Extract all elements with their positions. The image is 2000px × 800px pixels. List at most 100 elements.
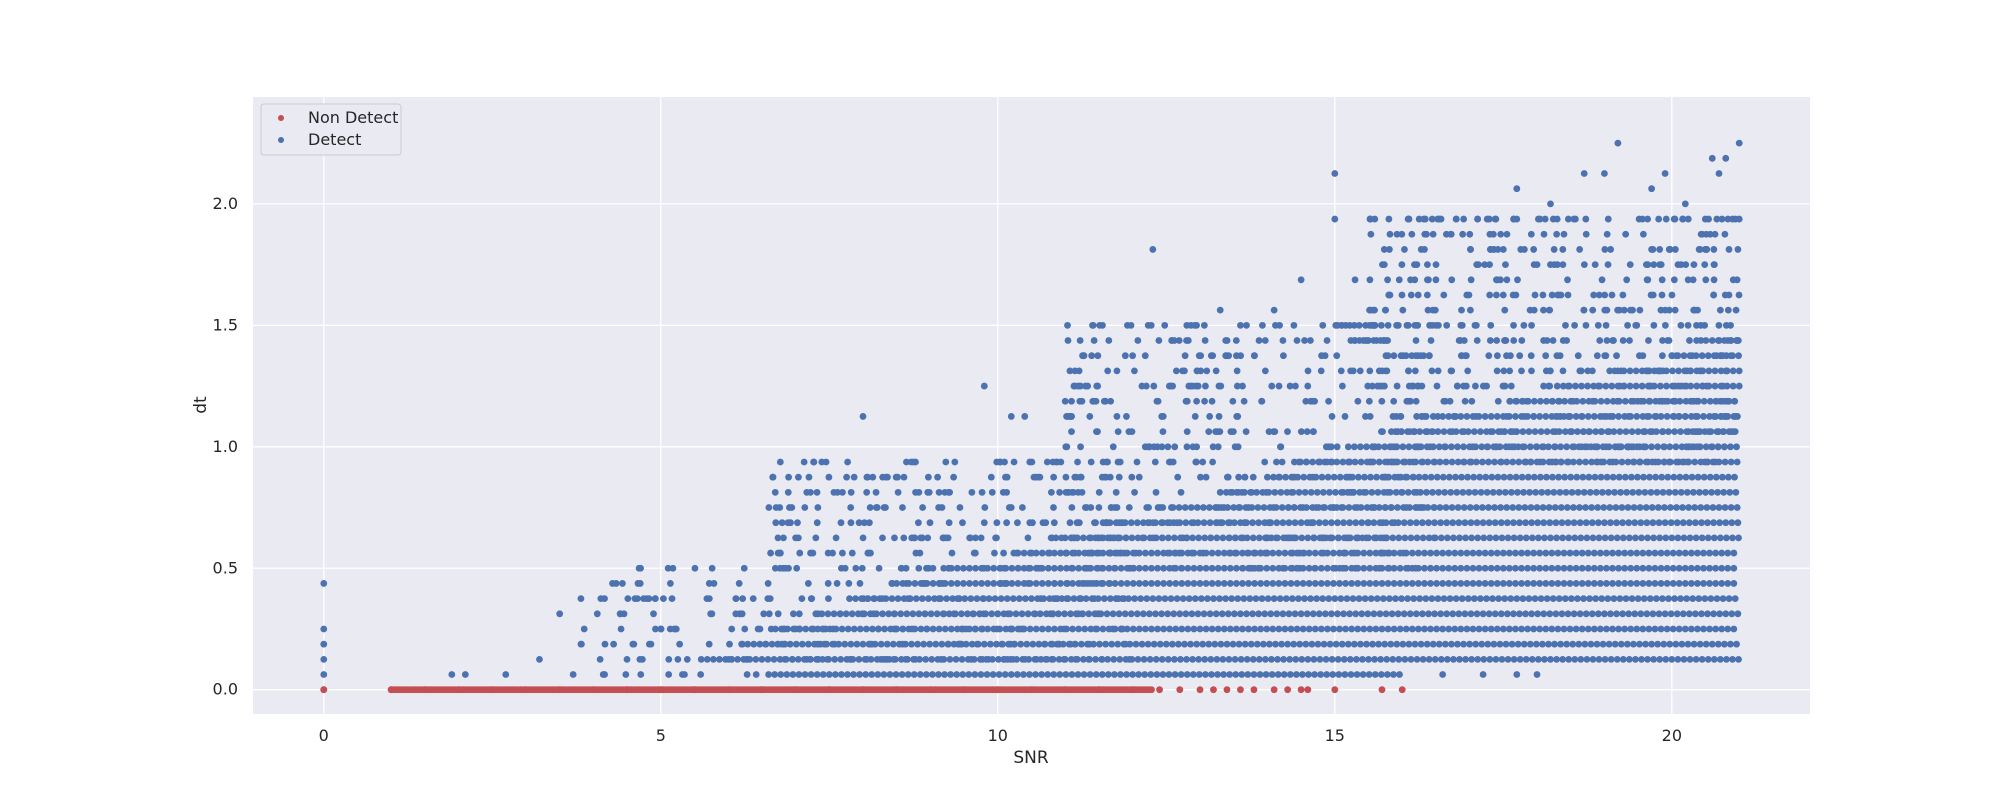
detect-point (1092, 625, 1099, 633)
detect-point (1084, 580, 1092, 587)
detect-point (972, 534, 979, 542)
detect-point (1717, 413, 1725, 420)
detect-point (1470, 473, 1478, 481)
detect-point (1487, 625, 1495, 633)
detect-point (1524, 549, 1531, 557)
detect-point (1412, 337, 1420, 344)
detect-point (1205, 428, 1213, 436)
detect-point (1204, 595, 1211, 603)
detect-point (783, 671, 791, 678)
detect-point (1559, 261, 1567, 269)
detect-point (1291, 610, 1299, 618)
detect-point (1393, 382, 1401, 390)
detect-point (1209, 443, 1217, 451)
detect-point (1486, 655, 1494, 663)
detect-point (1275, 382, 1283, 390)
detect-point (880, 671, 888, 678)
detect-point (1003, 519, 1011, 527)
detect-point (1229, 428, 1237, 436)
detect-point (1009, 595, 1017, 603)
detect-point (1231, 443, 1239, 451)
detect-point (1160, 580, 1168, 587)
detect-point (780, 625, 788, 633)
detect-point (1468, 397, 1476, 405)
detect-point (1166, 519, 1174, 527)
detect-point (1491, 458, 1498, 466)
detect-point (1273, 610, 1281, 618)
detect-point (999, 488, 1007, 496)
detect-point (1383, 655, 1391, 663)
detect-point (1727, 458, 1735, 466)
detect-point (774, 610, 782, 618)
detect-point (1677, 382, 1685, 390)
detect-point (637, 564, 644, 572)
detect-point (1332, 640, 1340, 648)
detect-point (1262, 671, 1270, 678)
detect-point (1412, 610, 1420, 618)
detect-point (1704, 519, 1711, 527)
detect-point (1441, 488, 1449, 496)
detect-point (768, 640, 776, 648)
detect-point (1522, 458, 1530, 466)
detect-point (1503, 504, 1511, 511)
detect-point (1628, 595, 1636, 603)
detect-point (1219, 655, 1227, 663)
detect-point (934, 473, 942, 481)
detect-point (1215, 413, 1223, 420)
detect-point (1083, 504, 1091, 511)
detect-point (1621, 549, 1629, 557)
detect-point (1638, 382, 1646, 390)
detect-point (1658, 595, 1666, 603)
detect-point (1457, 549, 1465, 557)
detect-point (1020, 671, 1027, 678)
detect-point (1720, 488, 1728, 496)
detect-point (819, 671, 827, 678)
detect-point (1735, 367, 1743, 375)
detect-point (1134, 655, 1142, 663)
detect-point (1297, 519, 1305, 527)
detect-point (1328, 519, 1335, 527)
detect-point (1677, 321, 1685, 329)
detect-point (1461, 397, 1469, 405)
detect-point (1460, 428, 1468, 436)
detect-point (1582, 610, 1590, 618)
detect-point (1080, 352, 1088, 360)
detect-point (1336, 473, 1344, 481)
y-tick-label: 1.5 (213, 315, 238, 334)
detect-point (1563, 640, 1571, 648)
detect-point (1209, 458, 1217, 466)
detect-point (1421, 549, 1428, 557)
detect-point (1305, 671, 1312, 678)
detect-point (1682, 443, 1690, 451)
detect-point (1561, 595, 1569, 603)
detect-point (1654, 443, 1662, 451)
detect-point (1014, 564, 1022, 572)
detect-point (651, 595, 659, 603)
detect-point (1656, 397, 1663, 405)
detect-point (1641, 488, 1649, 496)
detect-point (1297, 428, 1305, 436)
detect-point (792, 640, 800, 648)
detect-point (1060, 625, 1068, 633)
detect-point (1434, 595, 1442, 603)
detect-point (1506, 367, 1514, 375)
detect-point (601, 640, 609, 648)
detect-point (1715, 337, 1723, 344)
detect-point (637, 671, 645, 678)
detect-point (1328, 610, 1335, 618)
detect-point (767, 549, 774, 557)
detect-point (1595, 291, 1603, 299)
detect-point (919, 580, 927, 587)
detect-point (1423, 640, 1431, 648)
detect-point (1398, 488, 1405, 496)
detect-point (1411, 367, 1419, 375)
detect-point (1312, 504, 1320, 511)
detect-point (1702, 276, 1710, 284)
detect-point (1370, 337, 1378, 344)
detect-point (728, 655, 736, 663)
detect-point (993, 640, 1000, 648)
detect-point (1616, 382, 1624, 390)
detect-point (1092, 655, 1099, 663)
detect-point (1615, 473, 1623, 481)
